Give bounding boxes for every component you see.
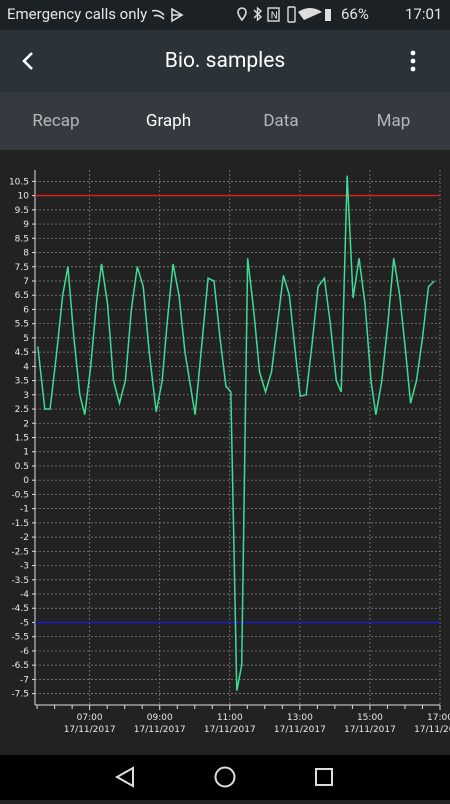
y-tick-label: -5 [20, 618, 29, 628]
y-tick-label: -5.5 [11, 633, 29, 643]
y-tick-label: 7.5 [15, 263, 29, 273]
nav-recent[interactable] [315, 768, 333, 786]
y-tick-label: 10 [18, 192, 30, 202]
y-tick-label: -0.5 [11, 490, 29, 500]
chart-area: 10.5 10 9.5 9 8.5 8 7.5 7 6.5 6 5.5 5 4.5 4 3.5 3 2.5 2 1.… [0, 150, 450, 755]
x-tick-label: 11:00 [217, 713, 243, 723]
battery-level: 66% [341, 5, 369, 23]
y-tick-label: 8.5 [15, 234, 29, 244]
y-tick-label: -6 [20, 647, 29, 657]
x-tick-label: 13:00 [287, 713, 313, 723]
x-tick-date: 17/11/2017 [134, 725, 186, 735]
tab[interactable]: Data [263, 111, 299, 131]
y-tick-label: -2.5 [11, 547, 29, 557]
y-tick-label: 1 [23, 448, 29, 458]
y-tick-label: -1 [20, 505, 29, 515]
y-tick-label: -3.5 [11, 576, 29, 586]
x-tick-date: 17/11/2017 [274, 725, 326, 735]
status-icons-left [151, 7, 184, 23]
y-tick-label: -6.5 [11, 661, 29, 671]
status-bar: Emergency calls only N 66% 17:01 [0, 0, 450, 30]
nav-bar [0, 755, 450, 800]
tab[interactable]: Map [376, 111, 411, 131]
x-tick-date: 17/11/2017 [414, 725, 450, 735]
y-tick-label: -4.5 [11, 604, 29, 614]
y-tick-label: -7 [20, 675, 29, 685]
x-tick-label: 09:00 [147, 713, 173, 723]
y-tick-label: 5 [23, 334, 29, 344]
chart: 10.5109.598.587.576.565.554.543.532.521.… [9, 170, 450, 735]
y-tick-label: 2 [23, 419, 29, 429]
y-tick-label: 3 [23, 391, 29, 401]
y-tick-label: 2.5 [15, 405, 29, 415]
y-tick-label: -4 [20, 590, 29, 600]
y-tick-label: 0 [23, 476, 29, 486]
x-tick-date: 17/11/2017 [344, 725, 396, 735]
nav-home[interactable] [214, 766, 236, 788]
nav-back[interactable] [114, 766, 134, 788]
y-tick-label: 9.5 [15, 206, 29, 216]
tab[interactable]: Recap [32, 111, 80, 131]
x-tick-date: 17/11/2017 [64, 725, 116, 735]
back-button[interactable] [18, 50, 38, 72]
carrier: Emergency calls only [7, 5, 148, 23]
y-tick-label: -3 [20, 562, 29, 572]
y-tick-label: 1.5 [15, 434, 29, 444]
x-tick-label: 07:00 [77, 713, 103, 723]
y-tick-label: 10.5 [9, 177, 29, 187]
status-icons-right: N [237, 6, 331, 23]
data-line [37, 175, 435, 691]
y-tick-label: 6 [23, 305, 29, 315]
x-tick-date: 17/11/2017 [204, 725, 256, 735]
app-bar: Bio. samples [0, 30, 450, 92]
nav-buttons [114, 766, 333, 788]
clock: 17:01 [405, 5, 443, 23]
y-tick-label: 5.5 [15, 320, 29, 330]
y-tick-label: 8 [23, 249, 29, 259]
y-tick-label: 4 [23, 362, 29, 372]
y-tick-label: 3.5 [15, 377, 29, 387]
svg-text:N: N [271, 11, 278, 22]
tab-bar: Recap Graph Data Map [0, 92, 450, 150]
y-tick-label: 6.5 [15, 291, 29, 301]
x-tick-label: 15:00 [357, 713, 383, 723]
y-tick-label: 7 [23, 277, 29, 287]
tab[interactable]: Graph [145, 111, 192, 131]
y-tick-label: -1.5 [11, 519, 29, 529]
y-tick-label: -7.5 [11, 690, 29, 700]
y-tick-label: 4.5 [15, 348, 29, 358]
menu-button[interactable] [405, 50, 421, 72]
y-tick-label: 0.5 [15, 462, 29, 472]
app-title: Bio. samples [164, 49, 286, 73]
y-tick-label: -2 [20, 533, 29, 543]
x-tick-label: 17:00 [427, 713, 450, 723]
y-tick-label: 9 [23, 220, 29, 230]
